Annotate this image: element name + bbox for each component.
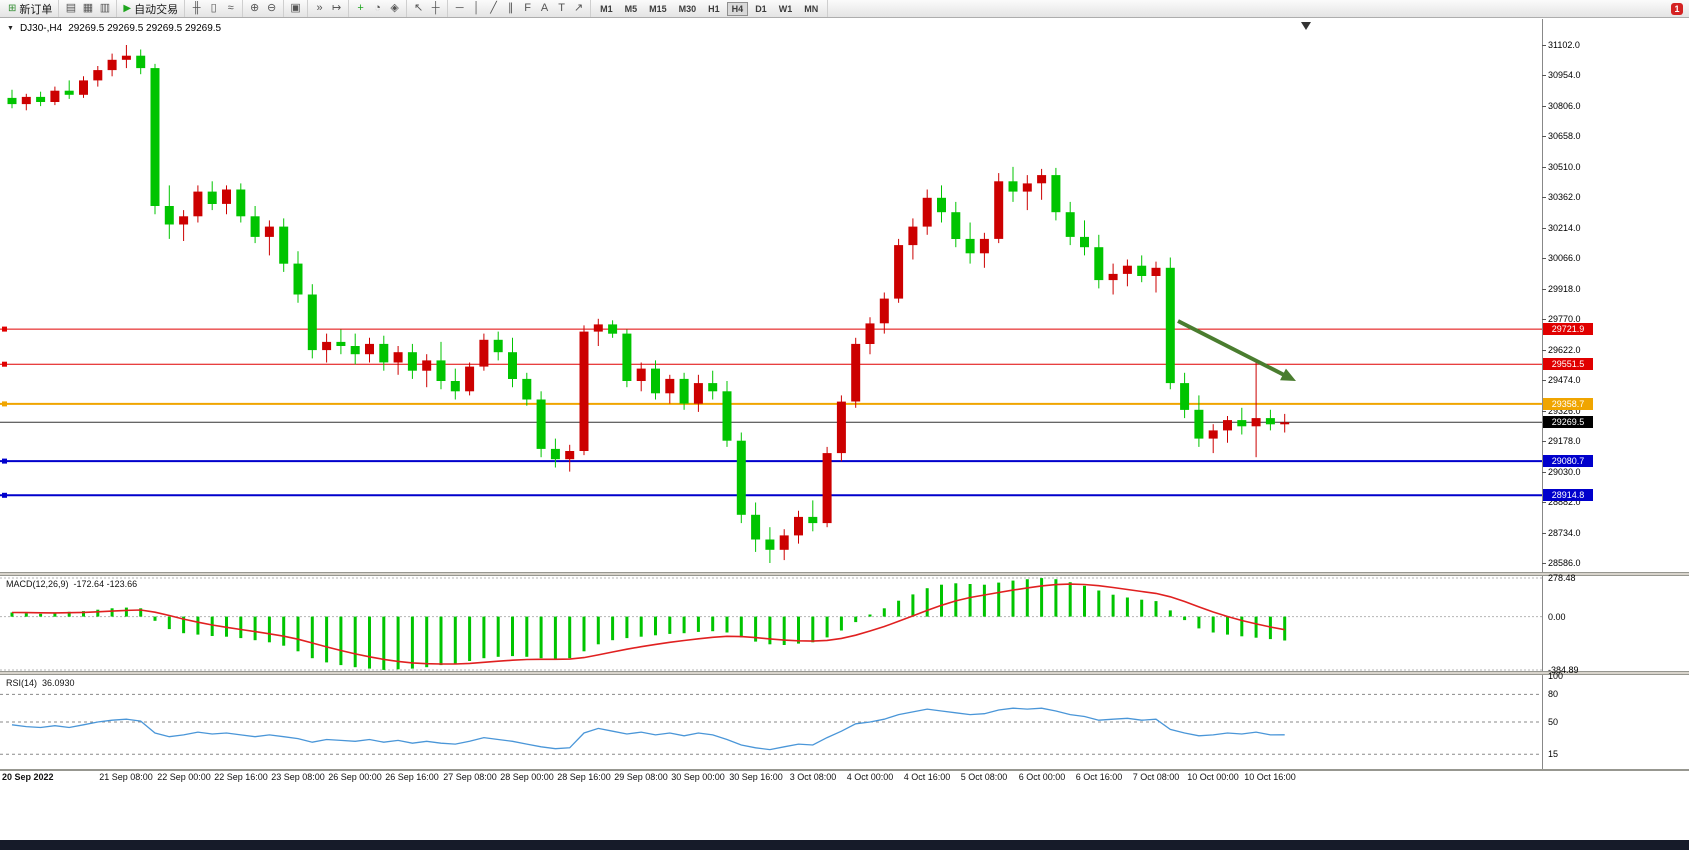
rsi-line <box>11 707 1285 751</box>
trendline-icon[interactable]: ╱ <box>490 2 497 14</box>
equidistant-channel-icon[interactable]: ∥ <box>507 2 514 14</box>
auto-trading-label: 自动交易 <box>134 3 179 16</box>
rsi-timeaxis-separator <box>0 769 1689 771</box>
scroll-group: » ↦ <box>308 0 350 17</box>
candlestick-series <box>7 45 1290 563</box>
horizontal-line-icon[interactable]: ─ <box>455 2 464 14</box>
crosshair-icon[interactable]: ┼ <box>431 2 440 14</box>
tile-windows-icon[interactable]: ▣ <box>290 2 301 14</box>
zoom-out-icon[interactable]: ⊖ <box>266 2 277 14</box>
text-label-icon[interactable]: T <box>558 2 565 14</box>
fibonacci-icon[interactable]: F <box>524 2 531 14</box>
indicators-icon[interactable]: + <box>357 2 364 14</box>
new-order-icon: ⊞ <box>8 3 17 14</box>
timeframe-m1-button[interactable]: M1 <box>600 3 613 14</box>
macd-histogram <box>10 578 1287 670</box>
timeframe-h4-button[interactable]: H4 <box>726 1 749 16</box>
macd-signal-line <box>11 583 1285 665</box>
timeframe-h1-button[interactable]: H1 <box>708 3 720 14</box>
terminal-icon[interactable]: ▥ <box>99 2 111 14</box>
alert-icon[interactable]: 1 <box>1671 2 1683 15</box>
window-group: ▣ <box>284 0 309 17</box>
macd-panel <box>0 577 1542 671</box>
panels-group: ▤ ▦ ▥ <box>59 0 118 17</box>
timeframe-group: M1 M5 M15 M30 H1 H4 D1 W1 MN <box>591 0 829 17</box>
vertical-line-icon[interactable]: │ <box>473 2 481 14</box>
pointer-group: ↖ ┼ <box>407 0 449 17</box>
order-group: ⊞ 新订单 <box>2 0 60 17</box>
autotrade-group: ▶ 自动交易 <box>117 0 186 17</box>
timeframe-m30-button[interactable]: M30 <box>678 3 697 14</box>
horizontal-level-lines[interactable] <box>0 326 1542 498</box>
tools-group: + ◔ ◈ <box>349 0 408 17</box>
timeframe-m15-button[interactable]: M15 <box>649 3 667 14</box>
chart-shift-icon[interactable]: ↦ <box>331 2 342 14</box>
toolbar-right-area: 1 <box>1671 2 1687 15</box>
timeframe-w1-button[interactable]: W1 <box>778 3 793 14</box>
timeframe-mn-button[interactable]: MN <box>804 3 819 14</box>
arrows-icon[interactable]: ↗ <box>573 2 584 14</box>
rsi-panel <box>0 693 1542 755</box>
timeframe-m5-button[interactable]: M5 <box>624 3 638 14</box>
templates-icon[interactable]: ◈ <box>390 2 399 14</box>
chart-type-group: ╫ ▯ ≈ <box>185 0 244 17</box>
timeframe-d1-button[interactable]: D1 <box>755 3 767 14</box>
market-watch-icon[interactable]: ▤ <box>65 2 77 14</box>
auto-trading-button[interactable]: ▶ 自动交易 <box>120 1 181 16</box>
toolbar-button-groups: ⊞ 新订单 ▤ ▦ ▥ ▶ 自动交易 ╫ ▯ ≈ ⊕ ⊖ ▣» ↦ + ◔ ◈ ↖ ┼ ─ │ ╱ ∥ F A T ↗ M1 M5 M15… <box>2 0 1671 17</box>
zoom-in-icon[interactable]: ⊕ <box>249 2 260 14</box>
line-chart-icon[interactable]: ≈ <box>227 2 234 14</box>
bar-chart-icon[interactable]: ╫ <box>192 2 201 14</box>
auto-scroll-icon[interactable]: » <box>316 2 323 14</box>
os-taskbar[interactable] <box>0 840 1689 850</box>
candlestick-chart-icon[interactable]: ▯ <box>210 2 217 14</box>
data-window-icon[interactable]: ▦ <box>82 2 94 14</box>
main-toolbar: ⊞ 新订单 ▤ ▦ ▥ ▶ 自动交易 ╫ ▯ ≈ ⊕ ⊖ ▣» ↦ + ◔ ◈ ↖ ┼ ─ │ ╱ ∥ F A T ↗ M1 M5 M15… <box>0 0 1689 18</box>
cursor-icon[interactable]: ↖ <box>413 2 424 14</box>
draw-group: ─ │ ╱ ∥ F A T ↗ <box>448 0 592 17</box>
main-macd-separator[interactable] <box>0 572 1689 576</box>
new-order-button[interactable]: ⊞ 新订单 <box>5 1 55 16</box>
periods-icon[interactable]: ◔ <box>374 2 381 14</box>
macd-rsi-separator[interactable] <box>0 671 1689 675</box>
trend-arrow[interactable] <box>1177 319 1296 381</box>
new-order-label: 新订单 <box>19 3 53 16</box>
zoom-group: ⊕ ⊖ <box>243 0 285 17</box>
auto-trading-icon: ▶ <box>123 3 132 14</box>
text-icon[interactable]: A <box>540 2 549 14</box>
chart-shift-marker[interactable] <box>1301 22 1311 30</box>
